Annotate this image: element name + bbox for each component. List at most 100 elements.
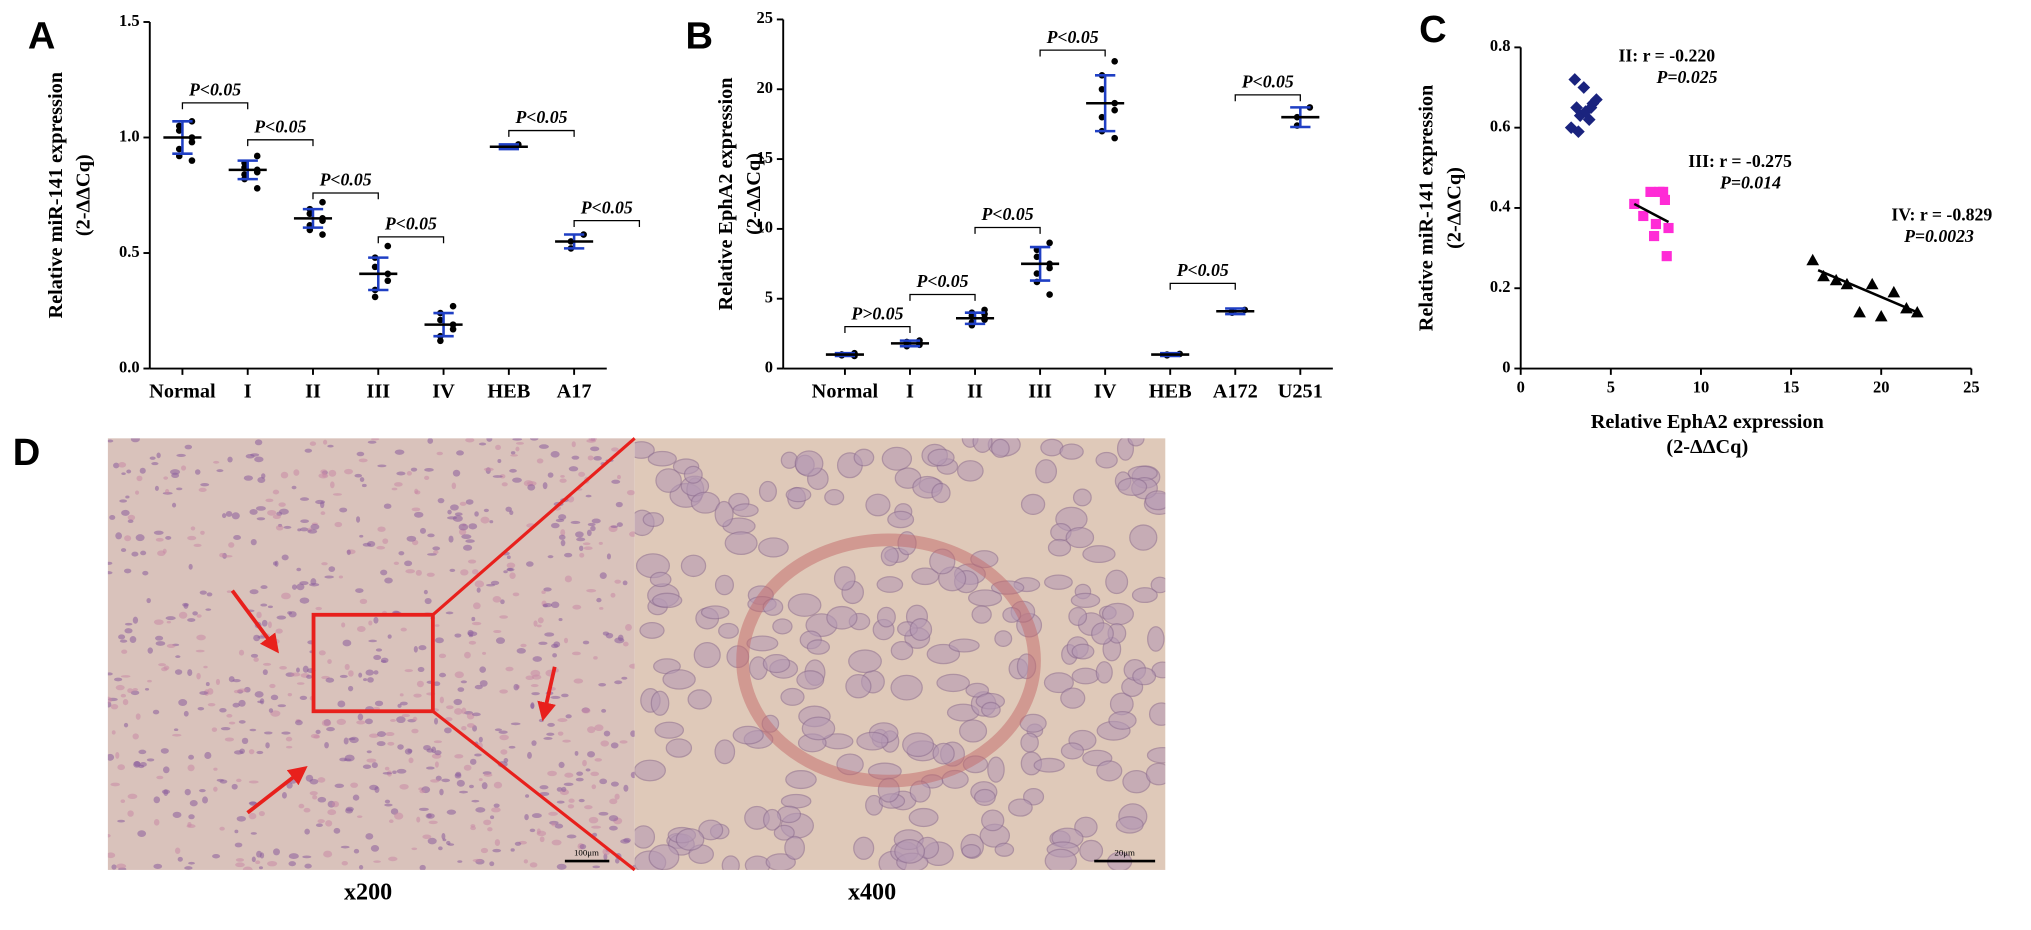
- cell: [576, 537, 586, 542]
- cell: [446, 840, 451, 845]
- cell: [454, 633, 462, 638]
- cell: [1132, 667, 1157, 686]
- cell: [483, 819, 492, 826]
- cell: [579, 552, 585, 558]
- cell: [119, 639, 128, 643]
- cell: [1065, 526, 1095, 549]
- arrow: [246, 766, 308, 815]
- cell: [1127, 438, 1145, 447]
- cell: [439, 788, 444, 796]
- cell: [546, 732, 555, 736]
- cell: [433, 550, 439, 555]
- comparison-label: P>0.05: [850, 303, 903, 323]
- comparison-label: P<0.05: [253, 116, 306, 136]
- cell: [1079, 839, 1104, 862]
- cell: [362, 542, 372, 547]
- cell: [320, 511, 326, 516]
- cell: [248, 801, 257, 805]
- cell: [384, 766, 390, 771]
- cell: [219, 826, 225, 831]
- cell: [166, 620, 172, 624]
- cell: [721, 855, 740, 870]
- data-point: [1853, 305, 1866, 318]
- cell: [554, 823, 564, 829]
- cell: [615, 501, 623, 508]
- cell: [560, 539, 566, 547]
- cell: [111, 864, 117, 870]
- cell: [505, 666, 514, 672]
- cell: [525, 794, 530, 798]
- cell: [200, 483, 210, 487]
- cell: [424, 597, 432, 605]
- cell: [113, 462, 120, 469]
- arrow: [537, 666, 557, 722]
- cell: [531, 692, 540, 696]
- cell: [135, 713, 141, 720]
- cell: [551, 822, 556, 827]
- cell: [785, 770, 817, 790]
- cell: [561, 786, 567, 792]
- cell: [178, 699, 188, 707]
- cell: [698, 819, 724, 841]
- cell: [765, 853, 796, 870]
- cell: [594, 724, 604, 732]
- data-point: [1577, 81, 1591, 94]
- cell: [547, 770, 557, 777]
- cell: [163, 476, 169, 480]
- cell: [340, 845, 350, 849]
- cell: [236, 815, 246, 822]
- cell: [152, 709, 160, 715]
- cell: [327, 444, 334, 448]
- cell: [270, 710, 281, 717]
- cell: [610, 525, 618, 528]
- cell: [318, 473, 329, 479]
- cell: [564, 575, 572, 583]
- cell: [616, 522, 623, 527]
- cell: [196, 614, 202, 618]
- cell: [927, 448, 955, 467]
- cell: [267, 509, 277, 516]
- cell: [451, 482, 457, 490]
- cell: [1096, 760, 1123, 782]
- cell: [356, 815, 363, 819]
- cell: [109, 515, 116, 520]
- cell: [171, 502, 177, 508]
- cell: [474, 580, 485, 588]
- comparison-label: P<0.05: [319, 170, 372, 190]
- cell: [512, 438, 523, 441]
- cell: [931, 482, 951, 504]
- cell: [320, 469, 328, 474]
- cell: [460, 569, 469, 576]
- cell: [275, 628, 283, 634]
- cell: [124, 628, 133, 634]
- cell: [585, 494, 592, 498]
- cell: [471, 712, 481, 717]
- cell: [189, 800, 198, 807]
- cell: [427, 533, 435, 538]
- cell: [495, 637, 505, 644]
- cell: [333, 827, 341, 834]
- cell: [562, 739, 571, 743]
- cell: [574, 750, 579, 756]
- cell: [399, 693, 404, 697]
- data-point: [175, 127, 183, 134]
- cell: [611, 479, 621, 484]
- cell: [1117, 477, 1148, 496]
- cell: [172, 811, 182, 818]
- cell: [853, 448, 875, 467]
- cell: [396, 471, 406, 476]
- cell: [454, 754, 464, 759]
- cell: [385, 732, 395, 737]
- cell: [422, 834, 432, 840]
- cell: [228, 542, 235, 548]
- cell: [358, 458, 368, 463]
- y-tick-label: 15: [757, 148, 774, 167]
- cell: [565, 714, 572, 719]
- cell: [590, 446, 600, 452]
- cell: [355, 588, 364, 593]
- cell: [121, 509, 130, 516]
- cell: [648, 844, 680, 870]
- cell: [348, 670, 354, 677]
- cell: [373, 654, 382, 661]
- cell: [394, 812, 404, 820]
